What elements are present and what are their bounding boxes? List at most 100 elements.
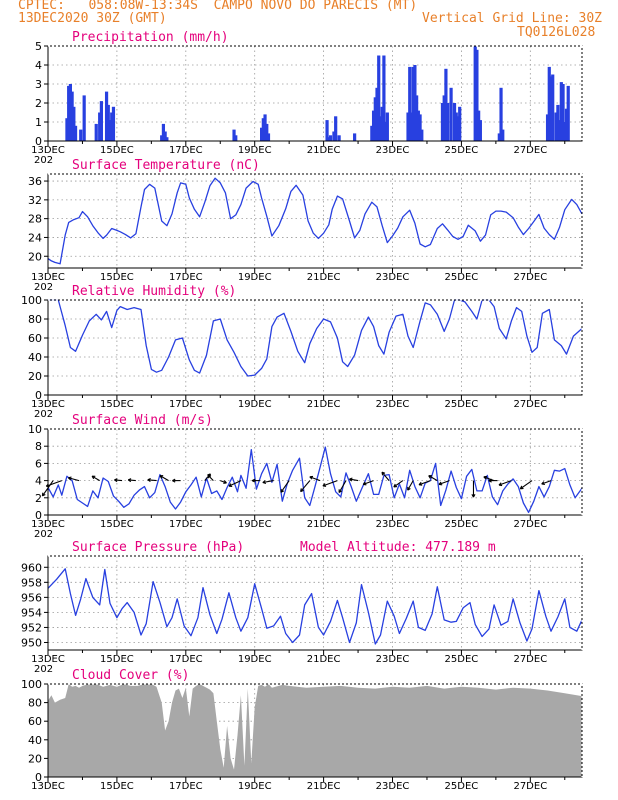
precip-bar bbox=[110, 112, 114, 141]
wind-arrow bbox=[228, 480, 242, 487]
wind-arrow bbox=[349, 478, 359, 482]
precip-bar bbox=[163, 131, 167, 141]
precip-bar bbox=[411, 66, 415, 141]
wind-arrow bbox=[262, 480, 274, 484]
precip-bar bbox=[375, 87, 379, 141]
wind-arrow-head bbox=[349, 477, 353, 482]
precip-bar bbox=[559, 82, 563, 141]
precip-bar bbox=[561, 84, 565, 141]
x-tick-label: 21DEC bbox=[307, 519, 341, 530]
precip-bar bbox=[413, 65, 417, 141]
x-tick-label: 13DEC bbox=[31, 272, 65, 283]
x-tick-label: 15DEC bbox=[100, 654, 134, 665]
precip-bar bbox=[234, 135, 238, 141]
x-tick-label: 23DEC bbox=[376, 654, 410, 665]
y-tick-label: 4 bbox=[35, 59, 42, 72]
x-tick-label: 19DEC bbox=[238, 272, 272, 283]
x-tick-label: 21DEC bbox=[307, 781, 341, 792]
x-tick-label: 25DEC bbox=[445, 145, 479, 156]
wind-arrow-head bbox=[393, 483, 398, 488]
precip-bar bbox=[353, 133, 357, 141]
precip-bar bbox=[377, 55, 381, 141]
wind-arrow-head bbox=[428, 475, 432, 479]
y-tick-label: 0 bbox=[35, 389, 42, 402]
x-tick-label: 15DEC bbox=[100, 781, 134, 792]
panel-title: Surface Pressure (hPa) bbox=[72, 540, 244, 555]
y-tick-label: 20 bbox=[28, 250, 42, 263]
precip-bar bbox=[328, 135, 333, 141]
y-tick-label: 32 bbox=[28, 194, 42, 207]
y-tick-label: 0 bbox=[35, 509, 42, 522]
precip-bar bbox=[497, 133, 501, 141]
wind-arrow-head bbox=[322, 483, 327, 487]
wind-arrow-head bbox=[407, 486, 411, 491]
panel-title: Relative Humidity (%) bbox=[72, 284, 236, 299]
precip-bar bbox=[378, 116, 383, 141]
wind-arrow bbox=[428, 475, 438, 482]
precip-bar bbox=[409, 112, 414, 141]
precip-bar bbox=[325, 120, 329, 141]
x-tick-label: 13DEC bbox=[31, 519, 65, 530]
wind-arrow bbox=[46, 480, 62, 487]
y-tick-label: 60 bbox=[28, 715, 42, 728]
precip-bar bbox=[442, 95, 446, 141]
wind-arrow-head bbox=[438, 481, 443, 486]
wind-arrow bbox=[418, 480, 431, 486]
panel-frame bbox=[47, 299, 583, 396]
x-tick-label: 17DEC bbox=[169, 654, 203, 665]
x-tick-label: 19DEC bbox=[238, 654, 272, 665]
wind-arrow bbox=[520, 480, 533, 490]
y-tick-label: 956 bbox=[21, 591, 42, 604]
x-tick-label: 17DEC bbox=[169, 145, 203, 156]
panel-annotation: Model Altitude: 477.189 m bbox=[300, 540, 496, 555]
x-tick-label: 27DEC bbox=[513, 272, 547, 283]
precip-bar bbox=[160, 135, 164, 141]
precip-bar bbox=[79, 129, 83, 141]
y-tick-label: 24 bbox=[28, 231, 42, 244]
y-tick-label: 4 bbox=[35, 475, 42, 488]
wind-arrow bbox=[159, 475, 169, 482]
precip-bar bbox=[418, 114, 422, 141]
y-tick-label: 952 bbox=[21, 621, 42, 634]
x-tick-label: 21DEC bbox=[307, 399, 341, 410]
wind-arrow-head bbox=[541, 481, 545, 486]
year-label-fragment: 202 bbox=[34, 529, 53, 540]
y-tick-label: 80 bbox=[28, 697, 42, 710]
wind-arrow-head bbox=[418, 481, 423, 486]
y-tick-label: 20 bbox=[28, 370, 42, 383]
x-tick-label: 27DEC bbox=[513, 399, 547, 410]
wind-arrow-head bbox=[280, 489, 285, 493]
precip-bar bbox=[94, 123, 98, 141]
precip-bar bbox=[106, 104, 110, 141]
wind-arrow bbox=[309, 476, 321, 482]
precip-bar bbox=[416, 110, 420, 141]
x-tick-label: 21DEC bbox=[307, 272, 341, 283]
x-tick-label: 25DEC bbox=[445, 399, 479, 410]
y-tick-label: 950 bbox=[21, 636, 42, 649]
x-tick-label: 21DEC bbox=[307, 654, 341, 665]
precip-bar bbox=[446, 103, 450, 141]
x-tick-label: 17DEC bbox=[169, 519, 203, 530]
y-tick-label: 20 bbox=[28, 752, 42, 765]
x-tick-label: 13DEC bbox=[31, 781, 65, 792]
precip-bar bbox=[332, 131, 336, 141]
y-tick-label: 100 bbox=[21, 294, 42, 307]
precip-bar bbox=[108, 120, 112, 141]
precip-bar bbox=[456, 116, 460, 141]
precip-bar bbox=[65, 118, 69, 141]
wind-arrow bbox=[300, 480, 311, 492]
precip-bar bbox=[384, 122, 388, 141]
wind-arrow-head bbox=[262, 480, 267, 485]
wind-arrow-head bbox=[483, 475, 488, 480]
x-tick-label: 25DEC bbox=[445, 272, 479, 283]
precip-bar bbox=[72, 106, 76, 141]
x-tick-label: 27DEC bbox=[513, 781, 547, 792]
wind-arrow bbox=[322, 480, 338, 487]
precip-bar bbox=[165, 137, 169, 141]
header-station-line: CPTEC: 058:08W-13:34S CAMPO NOVO DO PARE… bbox=[18, 0, 418, 13]
series-line bbox=[47, 568, 583, 645]
wind-arrow-head bbox=[159, 475, 164, 479]
precip-bar bbox=[558, 120, 562, 141]
wind-arrow bbox=[280, 480, 290, 493]
x-tick-label: 25DEC bbox=[445, 654, 479, 665]
